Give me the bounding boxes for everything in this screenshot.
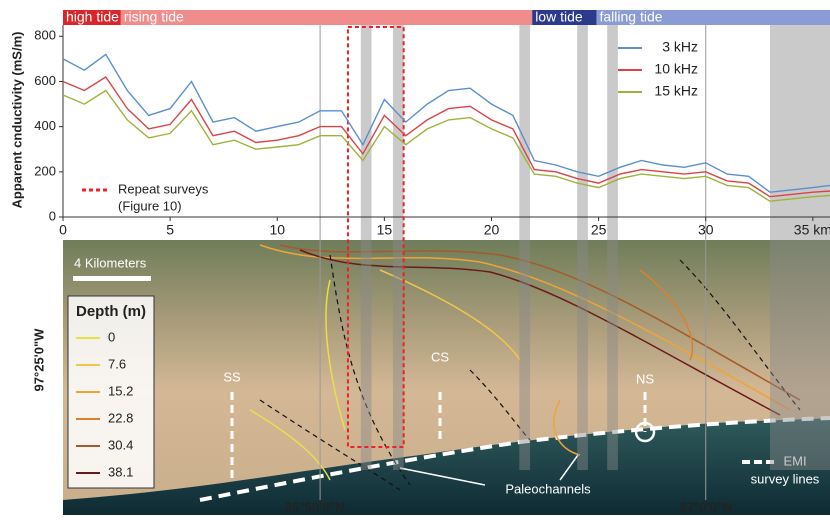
site-label: CS: [431, 349, 449, 364]
y-tick-label: 800: [34, 28, 56, 43]
depth-label: 0: [108, 329, 115, 344]
depth-label: 15.2: [108, 383, 133, 398]
depth-label: 38.1: [108, 464, 133, 479]
legend-label: 3 kHz: [662, 39, 698, 55]
y-tick-label: 0: [49, 208, 56, 223]
series-line: [63, 54, 830, 192]
x-tick-label: 5: [166, 222, 174, 238]
y-tick-label: 200: [34, 163, 56, 178]
x-tick-label: 20: [484, 222, 500, 238]
y-tick-label: 600: [34, 73, 56, 88]
shaded-band: [361, 25, 372, 470]
tide-label: rising tide: [124, 9, 184, 25]
tide-label: high tide: [66, 9, 119, 25]
x-tick-label: 35 km: [794, 222, 830, 238]
shaded-band: [770, 25, 830, 470]
depth-title: Depth (m): [76, 303, 146, 320]
repeat-label: Repeat surveys: [118, 181, 209, 196]
y-tick-label: 400: [34, 118, 56, 133]
repeat-label: (Figure 10): [118, 198, 182, 213]
tide-label: low tide: [535, 9, 583, 25]
depth-label: 30.4: [108, 437, 133, 452]
figure: 4 Kilometers Depth (m) 0 7.6 15.2 22.8 30.4 3…: [0, 0, 830, 520]
x-tick-label: 15: [377, 222, 393, 238]
site-label: NS: [636, 371, 654, 386]
depth-label: 22.8: [108, 410, 133, 425]
tide-label: falling tide: [599, 9, 662, 25]
shaded-band: [393, 25, 404, 470]
x-tick-label: 30: [698, 222, 714, 238]
scale-bar: [73, 276, 151, 281]
x-tick-label: 25: [591, 222, 607, 238]
paleochannels-label: Paleochannels: [505, 481, 591, 496]
legend-label: 15 kHz: [654, 83, 698, 99]
y-axis-label: Apparent cnductivity (mS/m): [9, 32, 24, 209]
legend-label: 10 kHz: [654, 61, 698, 77]
shaded-band: [577, 25, 588, 470]
depth-label: 7.6: [108, 356, 126, 371]
longitude-label: 97°25'0"W: [31, 328, 46, 392]
map: 4 Kilometers Depth (m) 0 7.6 15.2 22.8 30.4 3…: [31, 240, 830, 515]
emi-label: survey lines: [751, 471, 820, 486]
series-line: [63, 77, 830, 197]
x-tick-label: 10: [269, 222, 285, 238]
latitude-label: 27°0'0"N: [680, 499, 733, 514]
shaded-band: [519, 25, 530, 470]
latitude-label: 26°50'0"N: [285, 499, 345, 514]
site-label: SS: [223, 369, 241, 384]
shaded-band: [607, 25, 618, 470]
scale-label: 4 Kilometers: [74, 255, 147, 270]
x-tick-label: 0: [59, 222, 67, 238]
